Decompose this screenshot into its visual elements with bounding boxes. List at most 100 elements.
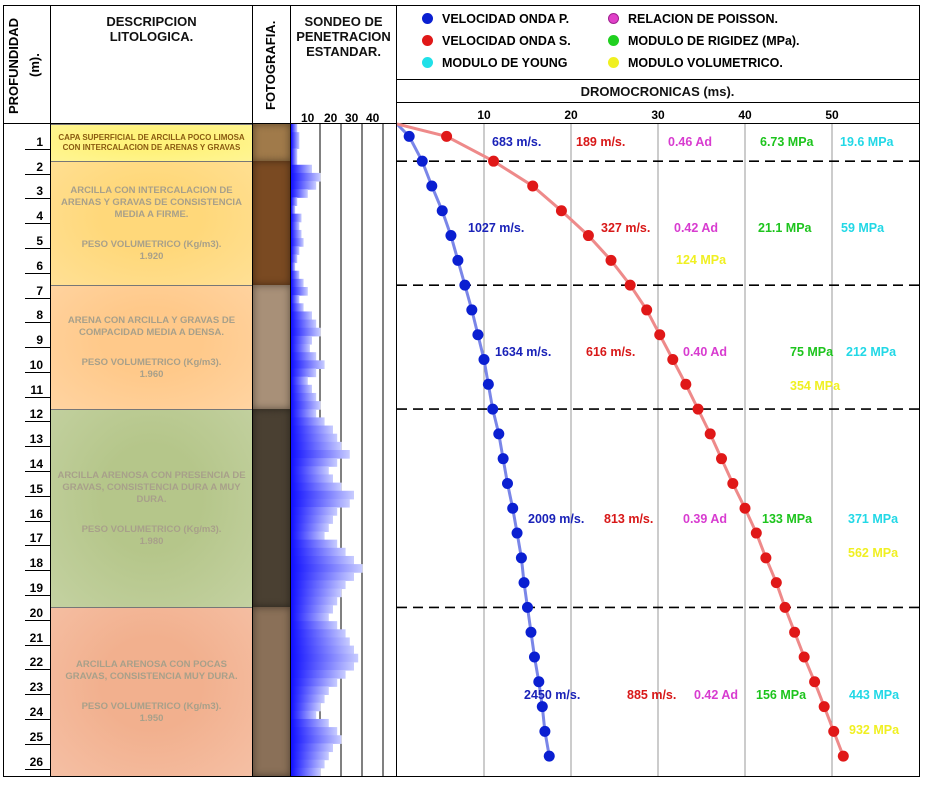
depth-label: 23 <box>29 680 43 695</box>
spt-bar <box>291 735 342 744</box>
depth-label: 2 <box>36 159 43 174</box>
layer-peso-value: 1.960 <box>139 368 164 380</box>
data-point <box>487 403 499 415</box>
data-point <box>818 701 830 713</box>
lithology-layer: ARCILLA CON INTERCALACION DE ARENAS Y GR… <box>51 161 252 286</box>
column-divider <box>396 5 397 776</box>
data-point <box>809 676 821 688</box>
spt-tick-labels: 10 20 30 40 <box>291 111 396 125</box>
data-point <box>441 130 453 142</box>
annotation-vs: 885 m/s. <box>627 688 677 702</box>
spt-bar <box>291 498 350 508</box>
annotation-vol: 562 MPa <box>848 546 899 560</box>
depth-tick <box>25 570 50 572</box>
spt-bar <box>291 686 329 695</box>
annotation-young: 212 MPa <box>846 345 897 359</box>
depth-tick <box>25 471 50 473</box>
spt-bar <box>291 466 329 475</box>
depth-label: 12 <box>29 407 43 422</box>
spt-bar <box>291 629 346 638</box>
depth-tick <box>25 520 50 522</box>
annotation-vs: 189 m/s. <box>576 135 626 149</box>
depth-label: 26 <box>29 754 43 769</box>
annotation-rigidez: 75 MPa <box>790 345 834 359</box>
spt-bar <box>291 360 325 369</box>
legend-label-poisson: RELACION DE POISSON. <box>628 12 779 26</box>
depth-label: 8 <box>36 308 43 323</box>
depth-label: 15 <box>29 481 43 496</box>
data-point <box>798 651 810 663</box>
depth-label: 9 <box>36 333 43 348</box>
log-frame <box>3 5 920 777</box>
spt-bar <box>291 645 354 655</box>
spt-bar <box>291 295 300 304</box>
data-point <box>478 354 490 366</box>
annotation-poisson: 0.40 Ad <box>683 345 728 359</box>
data-point <box>436 205 448 217</box>
data-point <box>511 527 523 539</box>
annotation-rigidez: 21.1 MPa <box>758 221 812 235</box>
depth-tick <box>25 495 50 497</box>
core-photo <box>253 124 290 776</box>
data-point <box>828 725 840 737</box>
annotation-vol: 354 MPa <box>790 379 841 393</box>
spt-bar <box>291 580 346 590</box>
depth-label: 24 <box>29 704 43 719</box>
spt-bar <box>291 335 312 345</box>
legend-marker-rigidez <box>608 35 619 46</box>
layer-description: ARCILLA CON INTERCALACION DE ARENAS Y GR… <box>61 184 242 220</box>
depth-axis: 1 2 3 4 5 6 7 8 9 10 11 12 13 14 15 16 17 18 19 20 21 22 23 24 2… <box>3 124 50 776</box>
legend-item-vs: VELOCIDAD ONDA S. <box>422 34 571 48</box>
annotation-vs: 813 m/s. <box>604 512 654 526</box>
data-point <box>452 254 464 266</box>
spt-bar <box>291 229 302 239</box>
spt-bar <box>291 254 298 264</box>
legend-marker-young <box>422 57 433 68</box>
data-point <box>779 601 791 613</box>
depth-label: 1 <box>36 134 43 149</box>
legend-marker-poisson <box>608 13 619 24</box>
layer-peso-label: PESO VOLUMETRICO (Kg/m3). <box>81 701 222 713</box>
data-point <box>692 403 704 415</box>
column-divider <box>290 5 291 776</box>
annotation-young: 443 MPa <box>849 688 900 702</box>
annotation-vol: 124 MPa <box>676 253 727 267</box>
data-point <box>680 378 692 390</box>
spt-bar <box>291 678 338 687</box>
spt-bar <box>291 140 300 149</box>
spt-bar <box>291 759 325 769</box>
spt-bar <box>291 710 317 720</box>
depth-label: 25 <box>29 729 43 744</box>
chart-x-tick-label: 10 <box>477 108 491 122</box>
spt-title-line1: SONDEO DE <box>304 14 383 29</box>
legend-marker-vol <box>608 57 619 68</box>
spt-bar <box>291 474 333 484</box>
spt-bar <box>291 531 325 541</box>
lithology-layer: ARCILLA ARENOSA CON POCAS GRAVAS, CONSIS… <box>51 607 252 776</box>
legend-label-vol: MODULO VOLUMETRICO. <box>628 56 783 70</box>
lithology-title-line2: LITOLOGICA. <box>109 29 194 44</box>
annotation-poisson: 0.42 Ad <box>674 221 719 235</box>
depth-label: 3 <box>36 184 43 199</box>
data-point <box>403 130 415 142</box>
spt-bar <box>291 670 346 679</box>
depth-label: 17 <box>29 531 43 546</box>
spt-bar <box>291 368 317 378</box>
data-point <box>543 750 555 762</box>
depth-label: 21 <box>29 630 43 645</box>
annotation-rigidez: 133 MPa <box>762 512 813 526</box>
spt-bar <box>291 588 342 598</box>
data-point <box>539 725 551 737</box>
depth-tick <box>25 272 50 274</box>
spt-bar <box>291 311 312 321</box>
lithology-layer: ARCILLA ARENOSA CON PRESENCIA DE GRAVAS,… <box>51 409 252 608</box>
header-bottom-line <box>3 123 919 124</box>
depth-tick <box>25 148 50 150</box>
data-point <box>497 453 509 465</box>
spt-bar <box>291 621 338 630</box>
depth-tick <box>25 421 50 423</box>
data-point <box>466 304 478 316</box>
legend-marker-vp <box>422 13 433 24</box>
legend-item-vol: MODULO VOLUMETRICO. <box>608 56 783 70</box>
legend-label-rigidez: MODULO DE RIGIDEZ (MPa). <box>628 34 800 48</box>
